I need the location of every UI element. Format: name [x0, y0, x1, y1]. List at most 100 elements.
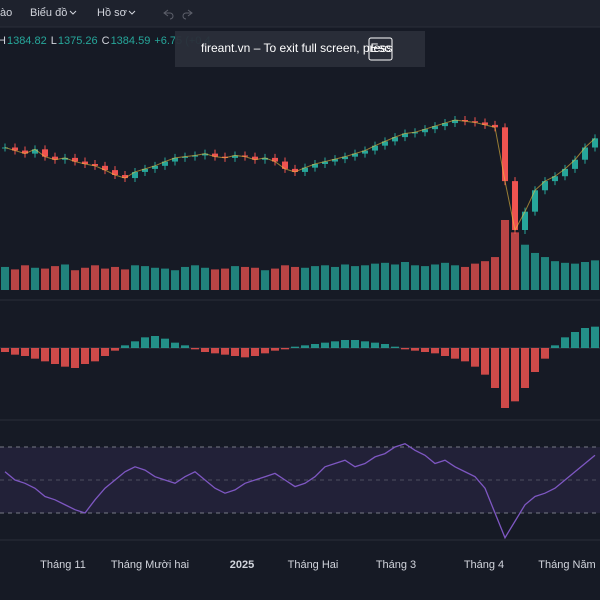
volume-bar [241, 266, 249, 290]
macd-bar [191, 348, 199, 350]
notice-text: fireant.vn – To exit full screen, press [201, 41, 392, 55]
ohlc-value: 1384.59 [111, 35, 151, 47]
volume-bar [21, 265, 29, 290]
macd-bar [51, 348, 59, 364]
volume-bar [451, 265, 459, 290]
candle [62, 157, 68, 160]
macd-bar [1, 348, 9, 352]
toolbar-item[interactable]: Biểu đồ [30, 7, 67, 19]
x-tick-label: Tháng Mười hai [111, 559, 189, 571]
volume-bar [321, 265, 329, 290]
candle [512, 181, 518, 230]
volume-bar [511, 232, 519, 290]
volume-bar [361, 265, 369, 290]
undo[interactable] [163, 9, 174, 20]
volume-bar [161, 268, 169, 290]
volume-bar [191, 265, 199, 290]
candle [352, 153, 358, 157]
ohlc-key: C [102, 35, 110, 47]
volume-bar [281, 265, 289, 290]
macd-bar [71, 348, 79, 368]
candle [22, 150, 28, 154]
macd-bar [431, 348, 439, 354]
macd-bar [271, 348, 279, 351]
macd-bar [171, 342, 179, 348]
candle [102, 165, 108, 171]
candle [392, 137, 398, 142]
candle [202, 153, 208, 156]
volume-bar [311, 266, 319, 290]
candle [272, 157, 278, 162]
volume-bar [181, 266, 189, 290]
candle [472, 121, 478, 123]
volume-bar [291, 266, 299, 290]
macd-bar [291, 346, 299, 348]
candle [242, 155, 248, 157]
macd-bar [301, 345, 309, 348]
candle [342, 156, 348, 160]
candle [32, 149, 38, 154]
volume-bar [211, 269, 219, 290]
macd-bar [391, 346, 399, 348]
volume-bar [351, 266, 359, 290]
volume-bar [441, 262, 449, 290]
toolbar [0, 0, 600, 27]
candle [172, 157, 178, 162]
macd-bar [561, 337, 569, 348]
x-tick-label: Tháng Hai [288, 559, 339, 571]
candle [262, 157, 268, 160]
macd-bar [591, 326, 599, 348]
candle [522, 211, 528, 230]
candle [582, 147, 588, 160]
volume-bar [151, 267, 159, 290]
candle [462, 120, 468, 122]
volume-bar [531, 252, 539, 290]
macd-bar [201, 348, 209, 352]
macd-bar [141, 337, 149, 348]
volume-bar [341, 264, 349, 290]
candle [432, 126, 438, 130]
redo[interactable] [182, 9, 193, 20]
macd-bar [281, 348, 289, 350]
candle [412, 132, 418, 134]
macd-bar [21, 348, 29, 356]
x-axis: Tháng 11 Tháng Mười hai 2025 Tháng Hai Tháng… [40, 559, 596, 571]
volume-bar [131, 265, 139, 290]
macd-bar [491, 348, 499, 388]
candle [42, 149, 48, 157]
volume-bar [541, 257, 549, 290]
macd-bar [41, 348, 49, 362]
volume-bar [501, 220, 509, 290]
candle [592, 138, 598, 148]
macd-bar [261, 348, 269, 354]
volume-bar [91, 265, 99, 290]
toolbar-item[interactable]: Hồ sơ [97, 7, 127, 19]
volume-bar [591, 260, 599, 290]
macd-bar [581, 328, 589, 348]
ohlc-value: 1375.26 [58, 35, 98, 47]
volume-bar [381, 262, 389, 290]
volume-bar [101, 268, 109, 290]
volume-bar [331, 266, 339, 290]
volume-bar [81, 267, 89, 290]
macd-bar [361, 341, 369, 348]
candle [542, 181, 548, 191]
x-tick-label: Tháng 11 [40, 559, 86, 571]
key-box [368, 37, 393, 61]
toolbar-item[interactable]: ào [0, 7, 12, 19]
candle [252, 156, 258, 160]
candle [292, 168, 298, 172]
macd-bar [311, 344, 319, 348]
candle [112, 170, 118, 175]
candle [502, 127, 508, 182]
macd-bar [451, 348, 459, 359]
macd-bar [11, 348, 19, 355]
candle [92, 164, 98, 166]
ohlc-value: 1384.82 [7, 35, 47, 47]
macd-bar [531, 348, 539, 372]
volume-bar [221, 268, 229, 290]
macd-bar [341, 340, 349, 348]
macd-bar [331, 341, 339, 348]
macd-bar [541, 348, 549, 359]
